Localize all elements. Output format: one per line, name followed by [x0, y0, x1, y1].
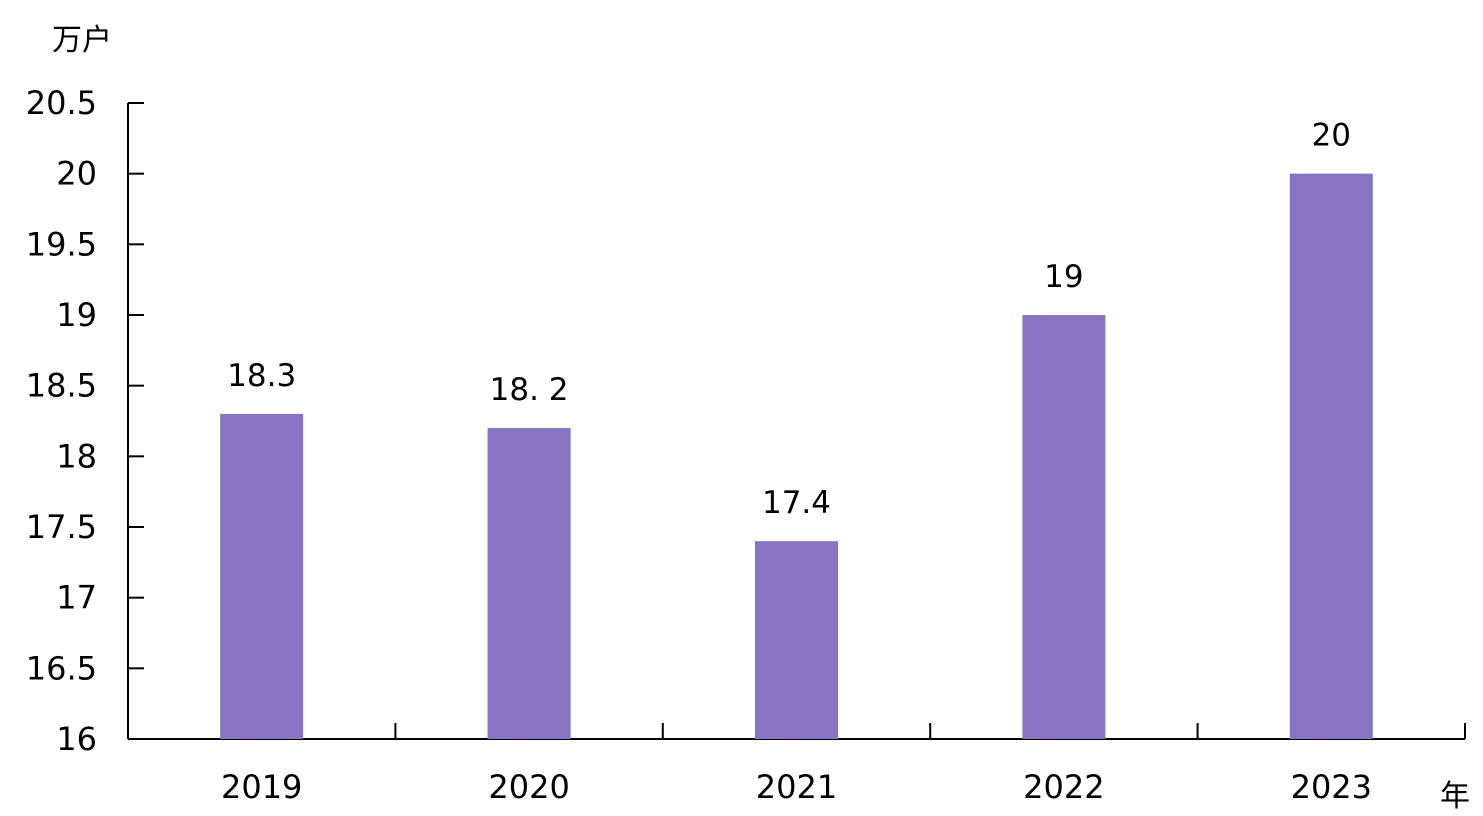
y-tick-label: 17.5 [26, 508, 97, 546]
data-label-2022: 19 [1044, 259, 1083, 295]
x-tick-label-2019: 2019 [221, 768, 302, 806]
x-tick-label-2023: 2023 [1291, 768, 1372, 806]
y-tick-label: 18 [56, 437, 97, 475]
x-tick-label-2020: 2020 [488, 768, 569, 806]
y-tick-label: 20.5 [26, 84, 97, 122]
data-label-2020: 18. 2 [490, 372, 569, 408]
data-label-2021: 17.4 [762, 485, 831, 521]
labels-group: 18.3 2019 18. 2 2020 17.4 2021 19 2022 20 2023 [221, 118, 1372, 806]
y-tick-label: 17 [56, 579, 97, 617]
bars-group [220, 173, 1373, 739]
y-tick-label: 18.5 [26, 367, 97, 405]
y-axis-unit-label: 万户 [52, 23, 112, 58]
y-tick-label: 16 [56, 720, 97, 758]
bar-2019 [220, 413, 304, 739]
y-tick-label: 16.5 [26, 649, 97, 687]
bar-2021 [755, 541, 838, 739]
bar-2022 [1022, 315, 1106, 739]
data-label-2023: 20 [1312, 118, 1351, 154]
y-tick-label: 19.5 [26, 225, 97, 263]
x-tick-label-2022: 2022 [1023, 768, 1104, 806]
x-tick-label-2021: 2021 [756, 768, 837, 806]
data-label-2019: 18.3 [227, 358, 296, 394]
y-tick-label: 20 [56, 155, 97, 193]
bar-2020 [487, 428, 571, 739]
x-axis-unit-label: 年 [1440, 779, 1470, 814]
y-tick-label: 19 [56, 296, 97, 334]
axes: 16 16.5 17 17.5 18 18.5 19 19.5 20 20.5 [26, 84, 1466, 758]
bar-2023 [1289, 173, 1373, 739]
